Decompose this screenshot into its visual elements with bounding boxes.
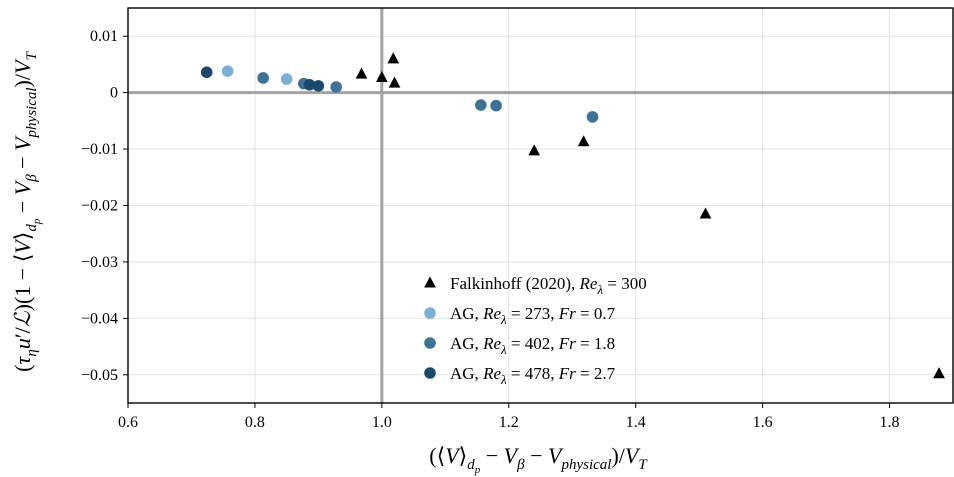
grid-lines	[127, 8, 953, 403]
x-axis-label: (⟨V⟩dp − Vβ − Vphysical)/VT	[429, 443, 648, 476]
data-point-triangle	[375, 70, 388, 82]
x-tick-label: 1.4	[626, 414, 646, 431]
y-tick-label: −0.05	[81, 367, 118, 384]
y-tick-label: −0.04	[81, 310, 118, 327]
data-point-circle	[586, 111, 599, 123]
legend: Falkinhoff (2020), Reλ = 300 AG, Reλ = 27…	[424, 274, 647, 387]
legend-marker-circle	[424, 307, 436, 319]
y-tick-label: −0.03	[81, 254, 118, 271]
data-point-circle	[257, 72, 269, 84]
data-point-circle	[221, 65, 234, 77]
data-point-circle	[280, 73, 293, 85]
data-point-circle	[490, 99, 502, 112]
data-marks	[200, 52, 945, 379]
x-tick-label: 1.0	[372, 414, 392, 431]
data-point-triangle	[528, 144, 541, 156]
x-tick-label: 0.6	[118, 414, 138, 431]
data-point-circle	[475, 99, 487, 111]
data-point-circle	[200, 66, 213, 79]
legend-entry-label: Falkinhoff (2020), Reλ = 300	[450, 274, 647, 297]
data-point-triangle	[355, 67, 368, 79]
data-point-triangle	[933, 367, 945, 379]
data-point-circle	[312, 80, 325, 92]
legend-marker-circle	[424, 367, 436, 379]
legend-entry-label: AG, Reλ = 402, Fr = 1.8	[450, 334, 615, 357]
data-point-triangle	[388, 76, 401, 88]
y-axis-ticks: 0.01 0 −0.01 −0.02 −0.03 −0.04 −0.05	[81, 28, 128, 384]
data-point-triangle	[387, 52, 400, 64]
y-tick-label: 0.01	[90, 28, 118, 45]
y-axis-label: (τηu′/ℒ)(1 − ⟨V⟩dp − Vβ − Vphysical)/VT	[10, 51, 43, 372]
x-tick-label: 1.8	[880, 414, 900, 431]
legend-entry-label: AG, Reλ = 478, Fr = 2.7	[450, 364, 616, 387]
x-tick-label: 1.2	[499, 414, 519, 431]
y-tick-label: −0.01	[81, 141, 118, 158]
data-point-triangle	[699, 207, 712, 219]
legend-marker-circle	[424, 337, 436, 349]
data-point-triangle	[577, 135, 590, 147]
y-tick-label: −0.02	[81, 198, 118, 215]
y-tick-label: 0	[110, 85, 118, 102]
x-tick-label: 0.8	[245, 414, 265, 431]
x-axis-ticks: 0.6 0.8 1.0 1.2 1.4 1.6 1.8	[118, 403, 900, 431]
data-point-circle	[330, 81, 342, 93]
legend-marker-triangle	[424, 276, 436, 288]
data-point-circle	[303, 78, 316, 91]
legend-entry-label: AG, Reλ = 273, Fr = 0.7	[450, 304, 616, 327]
x-tick-label: 1.6	[753, 414, 773, 431]
